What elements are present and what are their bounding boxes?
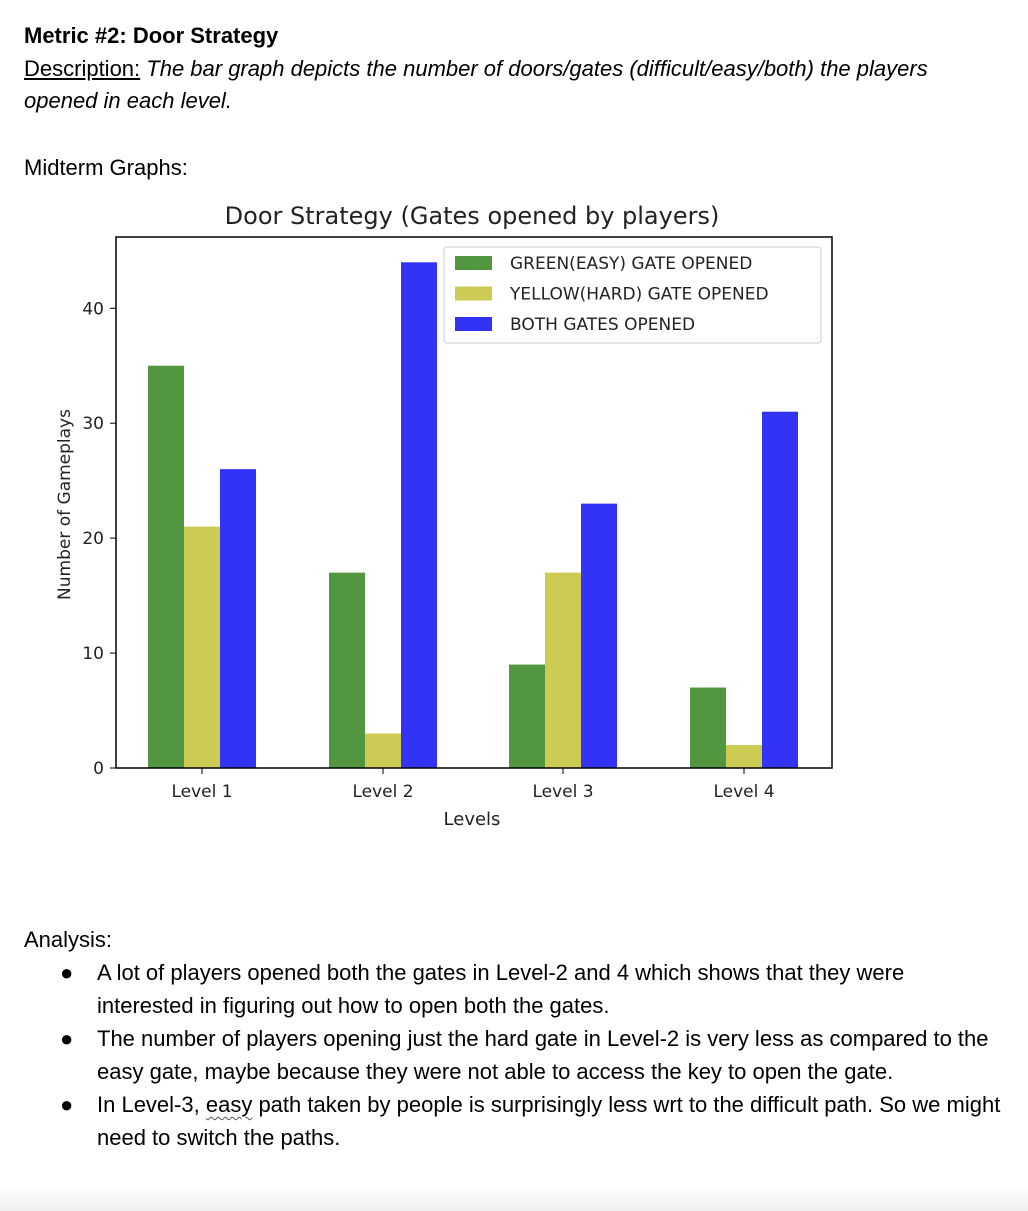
- metric-title: Metric #2: Door Strategy: [24, 23, 279, 48]
- bar: [545, 572, 581, 768]
- analysis-item-text: A lot of players opened both the gates i…: [97, 960, 905, 1018]
- bar: [184, 526, 220, 768]
- analysis-item-text: The number of players opening just the h…: [97, 1026, 989, 1084]
- legend-label: YELLOW(HARD) GATE OPENED: [509, 285, 769, 305]
- description-label: Description:: [24, 56, 141, 81]
- x-axis-label: Levels: [444, 809, 501, 830]
- bullet-icon: ●: [60, 1092, 74, 1117]
- bar: [726, 745, 762, 768]
- legend-swatch: [455, 256, 492, 270]
- bullet-icon: ●: [60, 960, 74, 985]
- y-axis-label: Number of Gameplays: [55, 409, 75, 600]
- bar: [690, 687, 726, 768]
- legend-swatch: [455, 286, 492, 301]
- x-tick-label: Level 1: [171, 782, 232, 802]
- bar: [329, 572, 365, 768]
- door-strategy-chart: Door Strategy (Gates opened by players) 0…: [55, 202, 833, 830]
- x-tick-label: Level 3: [532, 782, 593, 802]
- bar: [581, 503, 617, 768]
- y-tick-label: 0: [93, 759, 104, 779]
- y-tick-label: 20: [82, 529, 104, 549]
- y-tick-label: 30: [82, 414, 104, 434]
- analysis-item: ● In Level-3, easy path taken by people …: [0, 1088, 1028, 1154]
- legend-box: [443, 246, 822, 344]
- bar: [401, 262, 437, 768]
- analysis-list: ● A lot of players opened both the gates…: [0, 956, 1028, 1154]
- midterm-graphs-label: Midterm Graphs:: [24, 155, 188, 180]
- analysis-label: Analysis:: [24, 927, 113, 952]
- bullet-icon: ●: [60, 1026, 74, 1051]
- bar: [148, 365, 184, 768]
- bar: [365, 733, 401, 768]
- bottom-fade: [0, 1186, 1028, 1211]
- spellcheck-underlined-word: easy: [205, 1092, 253, 1117]
- bar: [220, 469, 256, 768]
- y-tick-label: 40: [82, 299, 104, 319]
- bar: [762, 411, 798, 768]
- bar: [509, 664, 545, 768]
- chart-title: Door Strategy (Gates opened by players): [225, 202, 720, 230]
- x-tick-label: Level 4: [713, 782, 774, 802]
- legend-label: GREEN(EASY) GATE OPENED: [510, 254, 752, 274]
- analysis-item: ● The number of players opening just the…: [0, 1022, 1028, 1088]
- y-tick-label: 10: [82, 644, 104, 664]
- legend-label: BOTH GATES OPENED: [510, 315, 695, 335]
- analysis-item-suffix: path taken by people is surprisingly les…: [97, 1092, 1001, 1150]
- legend-swatch: [455, 317, 492, 331]
- description-text: The bar graph depicts the number of door…: [24, 56, 928, 113]
- analysis-item: ● A lot of players opened both the gates…: [0, 956, 1028, 1022]
- plot-frame: [115, 236, 833, 769]
- analysis-item-prefix: In Level-3,: [97, 1092, 206, 1117]
- description: Description: The bar graph depicts the n…: [24, 53, 1004, 117]
- x-tick-label: Level 2: [352, 782, 413, 802]
